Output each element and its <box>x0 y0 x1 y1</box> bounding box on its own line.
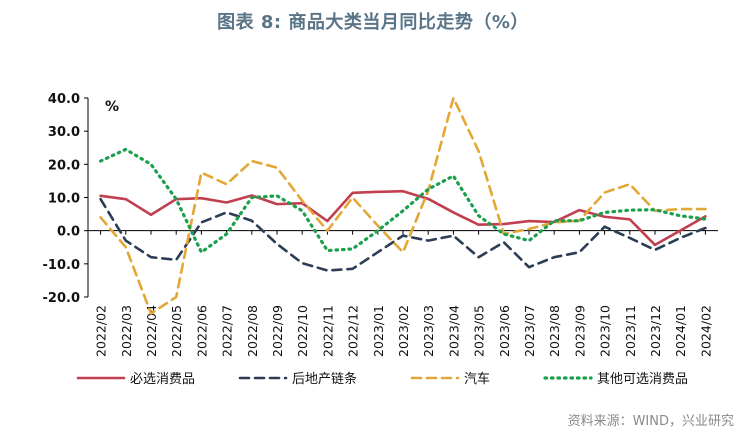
x-tick-label: 2023/05 <box>472 305 487 357</box>
legend-label-3: 其他可选消费品 <box>597 372 688 387</box>
y-tick-label: 0.0 <box>57 225 80 240</box>
x-tick-label: 2022/08 <box>245 305 260 357</box>
x-tick-label: 2023/12 <box>648 305 663 357</box>
axes: 40.0 30.0 20.0 10.0 0.0 -10.0 -20.0% 2022/02 202… <box>43 92 718 357</box>
legend: 必选消费品 后地产链条 汽车 其他可选消费品 <box>76 371 688 387</box>
x-tick-label: 2023/07 <box>522 305 537 357</box>
series-line-3 <box>98 147 708 254</box>
x-tick-label: 2024/02 <box>698 305 713 357</box>
x-tick-label: 2022/12 <box>346 305 361 357</box>
y-tick-label: 30.0 <box>48 125 80 140</box>
x-tick-label: 2022/04 <box>144 305 159 357</box>
unit-label: % <box>105 99 119 115</box>
legend-label-1: 后地产链条 <box>292 371 357 387</box>
x-tick-label: 2022/07 <box>220 305 235 357</box>
source-note: 资料来源：WIND，兴业研究 <box>567 414 734 429</box>
x-tick-label: 2022/06 <box>194 305 209 357</box>
x-tick-label: 2023/02 <box>396 305 411 357</box>
x-tick-label: 2022/05 <box>169 305 184 357</box>
x-tick-label: 2023/04 <box>446 305 461 357</box>
x-tick-label: 2023/11 <box>623 305 638 357</box>
x-tick-label: 2023/06 <box>497 305 512 357</box>
x-tick-label: 2023/09 <box>572 305 587 357</box>
chart-title: 图表 8: 商品大类当月同比走势（%） <box>217 12 529 33</box>
x-tick-label: 2022/03 <box>119 305 134 357</box>
legend-label-0: 必选消费品 <box>130 372 195 387</box>
series-line-1 <box>99 197 707 272</box>
x-tick-label: 2022/02 <box>94 305 109 357</box>
x-tick-label: 2022/10 <box>295 305 310 357</box>
x-tick-label: 2023/10 <box>598 305 613 357</box>
x-tick-label: 2022/09 <box>270 305 285 357</box>
x-tick-label: 2023/03 <box>421 305 436 357</box>
y-tick-label: 40.0 <box>48 92 80 107</box>
series-line-0 <box>99 189 707 247</box>
x-tick-label: 2023/08 <box>547 305 562 357</box>
x-tick-label: 2022/11 <box>320 305 335 357</box>
y-tick-label: -10.0 <box>43 258 80 273</box>
x-tick-label: 2023/01 <box>371 305 386 357</box>
series-layer <box>98 96 708 315</box>
y-tick-label: 10.0 <box>48 192 80 207</box>
series-line-2 <box>99 96 707 315</box>
y-tick-label: -20.0 <box>43 291 80 306</box>
x-tick-label: 2024/01 <box>673 305 688 357</box>
legend-label-2: 汽车 <box>464 371 490 387</box>
y-tick-label: 20.0 <box>48 158 80 173</box>
